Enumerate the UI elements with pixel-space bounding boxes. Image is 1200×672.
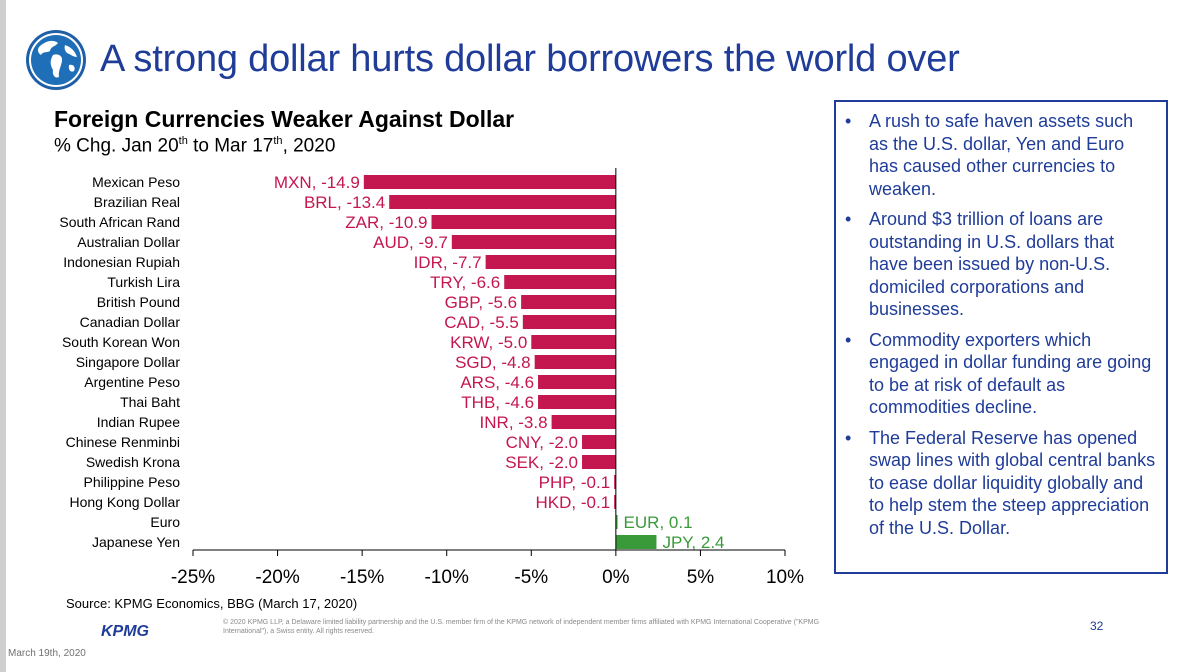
category-label: Japanese Yen [92, 534, 180, 550]
data-label: MXN, -14.9 [274, 173, 360, 192]
chart-subtitle: % Chg. Jan 20th to Mar 17th, 2020 [54, 135, 335, 157]
category-label: Singapore Dollar [76, 354, 181, 370]
bar [389, 195, 616, 209]
bar [485, 255, 616, 269]
bar [614, 475, 616, 489]
category-label: Thai Baht [120, 394, 180, 410]
category-label: Indonesian Rupiah [63, 254, 180, 270]
category-label: Hong Kong Dollar [69, 494, 180, 510]
bar [534, 355, 616, 369]
bar [363, 175, 616, 189]
data-label: JPY, 2.4 [662, 533, 724, 552]
category-label: South African Rand [59, 214, 180, 230]
bullet-marker: • [845, 209, 852, 229]
x-tick-label: -20% [255, 567, 299, 588]
category-label: Canadian Dollar [80, 314, 181, 330]
bar [614, 495, 616, 509]
source-note: Source: KPMG Economics, BBG (March 17, 2… [66, 596, 358, 611]
data-label: ZAR, -10.9 [345, 213, 427, 232]
bar [522, 315, 616, 329]
data-label: KRW, -5.0 [450, 333, 527, 352]
data-label: CAD, -5.5 [444, 313, 519, 332]
left-margin-strip [0, 0, 6, 672]
subtitle-part-a: % Chg. Jan 20 [54, 135, 179, 157]
page-number: 32 [1090, 619, 1104, 633]
category-label: Indian Rupee [97, 414, 181, 430]
bullet-item: • The Federal Reserve has opened swap li… [842, 427, 1156, 540]
category-label: Brazilian Real [94, 194, 180, 210]
bar [521, 295, 616, 309]
legal-footnote: © 2020 KPMG LLP, a Delaware limited liab… [223, 619, 820, 635]
data-label: CNY, -2.0 [506, 433, 578, 452]
data-label: EUR, 0.1 [624, 513, 693, 532]
x-tick-label: 5% [687, 567, 715, 588]
x-tick-label: -15% [340, 567, 384, 588]
data-label: ARS, -4.6 [460, 373, 534, 392]
bar [451, 235, 616, 249]
x-tick-label: -5% [514, 567, 548, 588]
bullet-text: Around $3 trillion of loans are outstand… [869, 209, 1115, 319]
bullet-item: • A rush to safe haven assets such as th… [842, 110, 1156, 200]
bullet-item: • Commodity exporters which engaged in d… [842, 329, 1156, 419]
data-label: IDR, -7.7 [414, 253, 482, 272]
bullet-text: Commodity exporters which engaged in dol… [869, 329, 1152, 418]
data-label: BRL, -13.4 [304, 193, 385, 212]
kpmg-logo: KPMG [101, 623, 149, 640]
globe-icon [26, 30, 86, 90]
data-label: AUD, -9.7 [373, 233, 448, 252]
x-tick-label: 10% [766, 567, 804, 588]
category-label: Euro [150, 514, 180, 530]
category-label: South Korean Won [62, 334, 180, 350]
data-label: PHP, -0.1 [539, 473, 611, 492]
category-label: Swedish Krona [86, 454, 180, 470]
bullet-marker: • [845, 427, 852, 448]
subtitle-sup-1: th [178, 135, 188, 147]
data-label: SEK, -2.0 [505, 453, 578, 472]
bar [538, 375, 616, 389]
x-tick-label: -10% [425, 567, 469, 588]
category-label: Australian Dollar [77, 234, 180, 250]
data-label: SGD, -4.8 [455, 353, 531, 372]
kpmg-logo-text: KPMG [101, 623, 149, 640]
bullet-marker: • [845, 111, 852, 131]
chart-title: Foreign Currencies Weaker Against Dollar [54, 106, 515, 132]
bullet-text: A rush to safe haven assets such as the … [869, 111, 1134, 199]
category-label: Chinese Renminbi [66, 434, 180, 450]
subtitle-sup-2: th [273, 135, 283, 147]
subtitle-part-b: to Mar 17 [187, 135, 274, 157]
category-label: Philippine Peso [83, 474, 180, 490]
bullet-marker: • [845, 329, 852, 350]
data-label: TRY, -6.6 [430, 273, 500, 292]
x-tick-label: 0% [602, 567, 630, 588]
data-label: THB, -4.6 [461, 393, 534, 412]
subtitle-part-c: , 2020 [282, 135, 336, 157]
bullet-text: The Federal Reserve has opened swap line… [869, 427, 1156, 538]
bar [582, 435, 616, 449]
bullet-box: • A rush to safe haven assets such as th… [834, 100, 1168, 574]
data-label: GBP, -5.6 [445, 293, 517, 312]
bar [615, 515, 618, 529]
bar [531, 335, 616, 349]
data-label: INR, -3.8 [480, 413, 548, 432]
category-label: Argentine Peso [84, 374, 180, 390]
slide-title: A strong dollar hurts dollar borrowers t… [100, 38, 960, 80]
bar [504, 275, 616, 289]
x-tick-label: -25% [171, 567, 215, 588]
bar [615, 535, 657, 549]
category-label: Mexican Peso [92, 174, 180, 190]
bar [551, 415, 616, 429]
bar-chart: Mexican Peso MXN, -14.9 Brazilian Real BRL,… [59, 168, 804, 588]
category-label: Turkish Lira [107, 274, 180, 290]
data-label: HKD, -0.1 [536, 493, 611, 512]
bar [538, 395, 616, 409]
bullet-item: • Around $3 trillion of loans are outsta… [842, 208, 1156, 321]
bar [582, 455, 616, 469]
category-label: British Pound [97, 294, 180, 310]
date-footer: March 19th, 2020 [8, 648, 86, 659]
bar [431, 215, 616, 229]
